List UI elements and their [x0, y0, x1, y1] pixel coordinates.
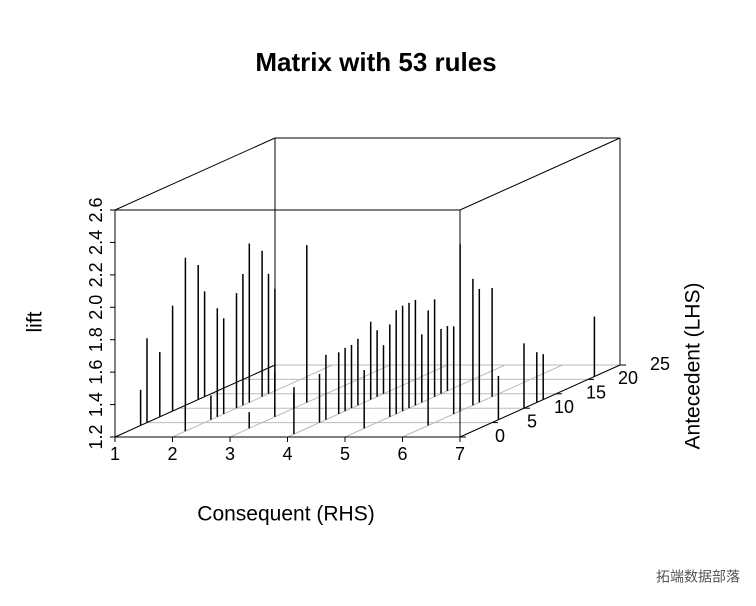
z-tick-label: 1.8	[86, 327, 106, 352]
grid-line	[287, 364, 448, 438]
y-tick-label: 0	[495, 426, 505, 446]
z-tick-label: 2.0	[86, 295, 106, 320]
z-axis-title: lift	[24, 311, 47, 332]
box-edge	[114, 364, 276, 438]
grid-line	[344, 364, 506, 438]
x-tick-label: 4	[282, 444, 292, 464]
z-tick-label: 2.2	[86, 262, 106, 287]
y-tick-label: 20	[618, 368, 638, 388]
grid-line	[229, 364, 391, 438]
grid-line	[172, 364, 333, 438]
x-tick-label: 7	[455, 444, 465, 464]
x-tick-label: 5	[340, 444, 350, 464]
z-tick-label: 2.6	[86, 197, 106, 222]
box-edge	[114, 137, 276, 211]
z-tick-label: 1.6	[86, 360, 106, 385]
watermark: 拓端数据部落	[656, 569, 740, 585]
box-edge	[459, 137, 621, 211]
z-tick-label: 1.4	[86, 392, 106, 417]
box-edge	[459, 364, 621, 438]
z-tick-label: 2.4	[86, 230, 106, 255]
x-axis-title: Consequent (RHS)	[197, 503, 374, 526]
x-tick-label: 3	[225, 444, 235, 464]
y-tick-label: 5	[527, 411, 537, 431]
y-tick-label: 15	[586, 383, 606, 403]
y-axis-title: Antecedent (LHS)	[682, 283, 705, 450]
y-tick-label: 25	[650, 354, 670, 374]
grid-line	[402, 364, 563, 438]
z-tick-label: 1.2	[86, 424, 106, 449]
chart-title: Matrix with 53 rules	[255, 47, 496, 77]
y-tick-label: 10	[554, 397, 574, 417]
x-tick-label: 1	[110, 444, 120, 464]
x-tick-label: 6	[397, 444, 407, 464]
x-tick-label: 2	[167, 444, 177, 464]
